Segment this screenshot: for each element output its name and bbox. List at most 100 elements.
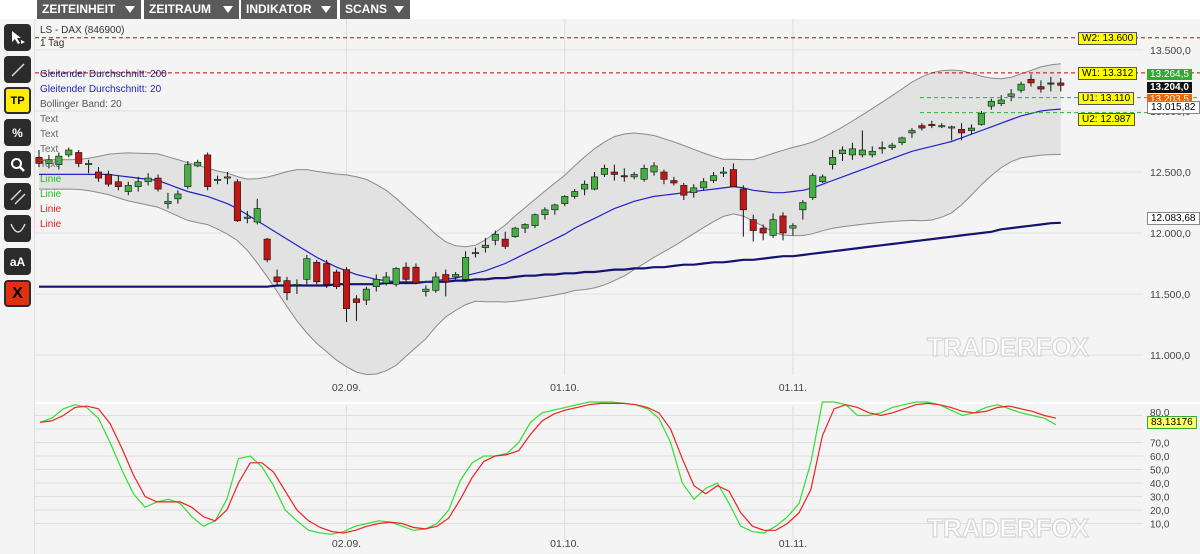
candle[interactable] [95,167,103,182]
candle[interactable] [432,272,440,293]
candle[interactable] [75,150,83,168]
candle[interactable] [650,162,658,176]
legend-item-text[interactable]: Text [40,129,59,140]
candle[interactable] [65,147,73,158]
candle[interactable] [997,95,1005,107]
candle[interactable] [541,207,549,220]
candle[interactable] [799,200,807,220]
candle[interactable] [55,152,63,170]
candle[interactable] [313,259,321,285]
candle[interactable] [898,136,906,146]
candle[interactable] [204,152,212,191]
candle[interactable] [967,124,975,135]
candle[interactable] [710,172,718,183]
candle[interactable] [343,267,351,323]
candle[interactable] [184,161,192,190]
candle[interactable] [471,247,479,258]
delete-drawings-button[interactable]: X [4,280,31,307]
candle[interactable] [610,164,618,181]
parallel-lines-tool-button[interactable] [4,183,31,210]
candle[interactable] [402,262,410,285]
candle[interactable] [591,172,599,191]
zoom-tool-button[interactable] [4,151,31,178]
candle[interactable] [293,279,301,294]
candle[interactable] [85,159,93,174]
candle[interactable] [104,170,112,187]
candle[interactable] [362,286,370,305]
candle[interactable] [253,198,261,225]
target-price-button[interactable]: TP [4,87,31,114]
candle[interactable] [333,269,341,290]
candle[interactable] [868,146,876,158]
level-label-w2[interactable]: W2: 13.600 [1078,31,1138,45]
candle[interactable] [660,169,668,185]
candle[interactable] [938,123,946,129]
candle[interactable] [948,125,956,141]
candle[interactable] [600,164,608,177]
candle[interactable] [908,128,916,138]
candle[interactable] [352,295,360,321]
candle[interactable] [323,259,331,288]
candle[interactable] [1027,74,1035,87]
candle[interactable] [640,164,648,182]
legend-item-text[interactable]: Text [40,159,59,170]
candle[interactable] [154,174,162,192]
candle[interactable] [789,223,797,236]
candle[interactable] [719,167,727,177]
candle[interactable] [581,180,589,196]
candle[interactable] [531,213,539,229]
menu-zeitraum[interactable]: ZEITRAUM [144,0,239,19]
percent-tool-button[interactable]: % [4,119,31,146]
candle[interactable] [214,175,222,185]
candle[interactable] [164,192,172,209]
legend-item-linie[interactable]: Linie [40,204,62,215]
candle[interactable] [977,111,985,126]
candle[interactable] [958,123,966,141]
moving-average-line-200[interactable] [39,221,1061,288]
candle[interactable] [571,189,579,199]
candle[interactable] [779,212,787,241]
candle[interactable] [1047,76,1055,92]
candle[interactable] [809,173,817,201]
level-label-u1[interactable]: U1: 13.110 [1078,91,1135,105]
candle[interactable] [491,230,499,246]
candle[interactable] [422,285,430,297]
cursor-tool-button[interactable] [4,24,31,51]
candle[interactable] [412,263,420,285]
candle[interactable] [858,130,866,158]
candle[interactable] [888,142,896,151]
arc-tool-button[interactable] [4,215,31,242]
candle[interactable] [382,272,390,286]
candle[interactable] [124,181,132,196]
line-tool-button[interactable] [4,56,31,83]
candle[interactable] [749,214,757,242]
candle[interactable] [848,142,856,160]
legend-item-linie[interactable]: Linie [40,189,62,200]
candle[interactable] [174,190,182,204]
legend-item-text[interactable]: Text [40,114,59,125]
candle[interactable] [690,184,698,198]
candle[interactable] [511,226,519,238]
candle[interactable] [739,185,747,237]
menu-indikator[interactable]: INDIKATOR [241,0,337,19]
candle[interactable] [303,254,311,285]
stochastic-k-line[interactable] [39,401,1057,535]
stochastic-d-line[interactable] [39,402,1057,534]
candle[interactable] [134,176,142,192]
candle[interactable] [928,120,936,129]
candle[interactable] [35,150,43,168]
candle[interactable] [144,173,152,186]
candle[interactable] [263,237,271,263]
level-label-w1[interactable]: W1: 13.312 [1078,66,1138,80]
moving-average-line-20[interactable] [39,108,1061,283]
candle[interactable] [819,174,827,183]
candle[interactable] [630,172,638,180]
legend-item-linie[interactable]: Linie [40,219,62,230]
candle[interactable] [452,272,460,281]
candle[interactable] [1037,80,1045,93]
candle[interactable] [878,141,886,154]
candle[interactable] [918,123,926,131]
legend-item-linie[interactable]: Linie [40,174,62,185]
candle[interactable] [233,179,241,223]
candle[interactable] [462,251,470,282]
